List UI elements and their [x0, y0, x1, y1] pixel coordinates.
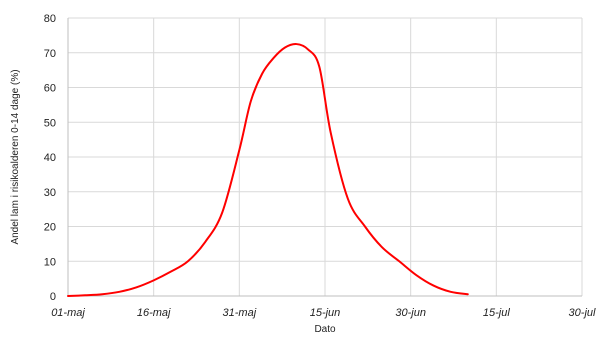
y-tick-label: 10: [44, 256, 56, 268]
y-tick-label: 80: [44, 13, 56, 25]
x-tick-label: 15-jun: [310, 307, 341, 319]
y-tick-label: 30: [44, 187, 56, 199]
axes: 0 10 20 30 40 50 60 70 80 01-maj 16-maj 31-maj 15-ju…: [44, 13, 596, 319]
x-tick-label: 01-maj: [51, 307, 85, 319]
y-axis-label: Andel lam i risikoalderen 0-14 dage (%): [10, 69, 21, 244]
grid: [68, 17, 583, 296]
x-tick-label: 31-maj: [223, 307, 257, 319]
y-tick-label: 40: [44, 152, 56, 164]
y-tick-label: 50: [44, 117, 56, 129]
x-tick-label: 15-jul: [483, 307, 510, 319]
x-tick-label: 16-maj: [137, 307, 171, 319]
y-tick-label: 60: [44, 83, 56, 95]
x-tick-label: 30-jun: [395, 307, 426, 319]
x-axis-label: Dato: [314, 324, 336, 335]
y-tick-label: 20: [44, 222, 56, 234]
y-tick-label: 70: [44, 48, 56, 60]
y-tick-label: 0: [50, 291, 56, 303]
labels: Andel lam i risikoalderen 0-14 dage (%) …: [10, 69, 336, 335]
series-line-0: [67, 43, 469, 297]
series-layer: [67, 43, 469, 297]
x-tick-label: 30-jul: [569, 307, 596, 319]
